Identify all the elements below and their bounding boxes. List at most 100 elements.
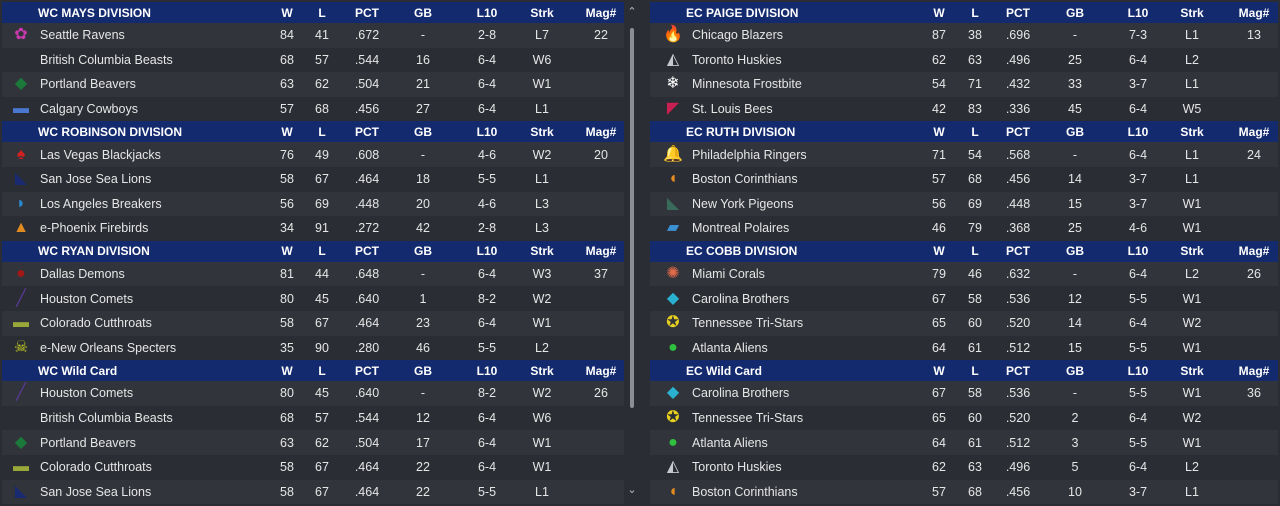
team-name[interactable]: Tennessee Tri-Stars <box>692 316 804 331</box>
team-row[interactable]: ◤ St. Louis Bees 42 83 .336 45 6-4 W5 <box>650 97 1278 122</box>
team-name[interactable]: Atlanta Aliens <box>692 435 768 450</box>
team-name[interactable]: San Jose Sea Lions <box>40 172 152 187</box>
team-row[interactable]: ◭ Toronto Huskies 62 63 .496 25 6-4 L2 <box>650 48 1278 73</box>
column-header-l10[interactable]: L10 <box>1127 124 1149 139</box>
team-row[interactable]: ◆ Carolina Brothers 67 58 .536 12 5-5 W1 <box>650 286 1278 311</box>
team-name[interactable]: Carolina Brothers <box>692 291 790 306</box>
team-name[interactable]: British Columbia Beasts <box>40 52 173 67</box>
column-header-l10[interactable]: L10 <box>476 244 498 259</box>
column-header-mag[interactable]: Mag# <box>1238 5 1270 20</box>
column-header-pct[interactable]: PCT <box>355 363 379 378</box>
team-row[interactable]: ◆ Portland Beavers 63 62 .504 17 6-4 W1 <box>2 430 624 455</box>
column-header-pct[interactable]: PCT <box>355 124 379 139</box>
team-row[interactable]: ◗ Los Angeles Breakers 56 69 .448 20 4-6 L3 <box>2 192 624 217</box>
column-header-strk[interactable]: Strk <box>530 363 554 378</box>
team-name[interactable]: Toronto Huskies <box>692 460 782 475</box>
team-name[interactable]: Toronto Huskies <box>692 52 782 67</box>
column-header-gb[interactable]: GB <box>1066 244 1084 259</box>
team-name[interactable]: St. Louis Bees <box>692 102 773 117</box>
team-name[interactable]: Colorado Cutthroats <box>40 460 152 475</box>
team-name[interactable]: British Columbia Beasts <box>40 411 173 426</box>
column-header-gb[interactable]: GB <box>1066 5 1084 20</box>
column-header-w[interactable]: W <box>281 363 293 378</box>
column-header-mag[interactable]: Mag# <box>585 363 617 378</box>
column-header-l[interactable]: L <box>318 5 326 20</box>
column-header-w[interactable]: W <box>933 244 945 259</box>
team-row[interactable]: British Columbia Beasts 68 57 .544 16 6-4 W6 <box>2 48 624 73</box>
column-header-l[interactable]: L <box>971 363 979 378</box>
column-header-mag[interactable]: Mag# <box>585 124 617 139</box>
column-header-mag[interactable]: Mag# <box>1238 124 1270 139</box>
team-name[interactable]: Boston Corinthians <box>692 484 798 499</box>
team-name[interactable]: Los Angeles Breakers <box>40 196 162 211</box>
team-row[interactable]: 🔥 Chicago Blazers 87 38 .696 - 7-3 L1 13 <box>650 23 1278 48</box>
column-header-gb[interactable]: GB <box>414 363 432 378</box>
column-header-l[interactable]: L <box>971 5 979 20</box>
column-header-gb[interactable]: GB <box>414 5 432 20</box>
team-name[interactable]: Seattle Ravens <box>40 28 125 43</box>
team-name[interactable]: San Jose Sea Lions <box>40 484 152 499</box>
team-name[interactable]: Las Vegas Blackjacks <box>40 147 161 162</box>
column-header-w[interactable]: W <box>281 5 293 20</box>
column-header-gb[interactable]: GB <box>414 244 432 259</box>
team-name[interactable]: e-Phoenix Firebirds <box>40 221 149 236</box>
team-name[interactable]: Miami Corals <box>692 267 765 282</box>
team-name[interactable]: New York Pigeons <box>692 196 794 211</box>
column-header-pct[interactable]: PCT <box>1006 244 1030 259</box>
team-name[interactable]: Houston Comets <box>40 386 134 401</box>
column-header-l10[interactable]: L10 <box>476 124 498 139</box>
column-header-strk[interactable]: Strk <box>530 5 554 20</box>
team-row[interactable]: 🔔 Philadelphia Ringers 71 54 .568 - 6-4 L1 24 <box>650 142 1278 167</box>
team-row[interactable]: ♠ Las Vegas Blackjacks 76 49 .608 - 4-6 W2 20 <box>2 142 624 167</box>
team-name[interactable]: Atlanta Aliens <box>692 340 768 355</box>
column-header-strk[interactable]: Strk <box>530 124 554 139</box>
team-row[interactable]: ● Atlanta Aliens 64 61 .512 15 5-5 W1 <box>650 336 1278 361</box>
column-header-l[interactable]: L <box>318 363 326 378</box>
scroll-down-icon[interactable]: ⌄ <box>627 484 637 496</box>
column-header-pct[interactable]: PCT <box>355 5 379 20</box>
team-row[interactable]: ◖ Boston Corinthians 57 68 .456 10 3-7 L1 <box>650 480 1278 505</box>
column-header-mag[interactable]: Mag# <box>585 244 617 259</box>
column-header-strk[interactable]: Strk <box>1180 244 1204 259</box>
team-row[interactable]: ▰ Montreal Polaires 46 79 .368 25 4-6 W1 <box>650 216 1278 241</box>
column-header-gb[interactable]: GB <box>1066 363 1084 378</box>
team-name[interactable]: Boston Corinthians <box>692 172 798 187</box>
team-row[interactable]: ╱ Houston Comets 80 45 .640 1 8-2 W2 <box>2 286 624 311</box>
team-row[interactable]: ◣ San Jose Sea Lions 58 67 .464 22 5-5 L1 <box>2 480 624 505</box>
team-name[interactable]: Portland Beavers <box>40 77 136 92</box>
team-row[interactable]: ▬ Colorado Cutthroats 58 67 .464 22 6-4 W1 <box>2 455 624 480</box>
team-row[interactable]: ● Atlanta Aliens 64 61 .512 3 5-5 W1 <box>650 430 1278 455</box>
team-row[interactable]: ◆ Carolina Brothers 67 58 .536 - 5-5 W1 36 <box>650 381 1278 406</box>
column-header-w[interactable]: W <box>281 124 293 139</box>
team-row[interactable]: ◭ Toronto Huskies 62 63 .496 5 6-4 L2 <box>650 455 1278 480</box>
column-header-strk[interactable]: Strk <box>1180 5 1204 20</box>
column-header-l[interactable]: L <box>971 124 979 139</box>
team-name[interactable]: Philadelphia Ringers <box>692 147 807 162</box>
column-header-pct[interactable]: PCT <box>1006 124 1030 139</box>
team-name[interactable]: Colorado Cutthroats <box>40 316 152 331</box>
column-header-w[interactable]: W <box>281 244 293 259</box>
column-header-pct[interactable]: PCT <box>355 244 379 259</box>
column-header-strk[interactable]: Strk <box>1180 363 1204 378</box>
scroll-thumb[interactable] <box>630 28 634 408</box>
column-header-mag[interactable]: Mag# <box>585 5 617 20</box>
team-row[interactable]: ◣ New York Pigeons 56 69 .448 15 3-7 W1 <box>650 192 1278 217</box>
column-header-w[interactable]: W <box>933 363 945 378</box>
column-header-gb[interactable]: GB <box>1066 124 1084 139</box>
column-header-l10[interactable]: L10 <box>1127 5 1149 20</box>
team-name[interactable]: Montreal Polaires <box>692 221 790 236</box>
team-row[interactable]: ✺ Miami Corals 79 46 .632 - 6-4 L2 26 <box>650 262 1278 287</box>
team-row[interactable]: ❄ Minnesota Frostbite 54 71 .432 33 3-7 L1 <box>650 72 1278 97</box>
column-header-strk[interactable]: Strk <box>530 244 554 259</box>
team-name[interactable]: Minnesota Frostbite <box>692 77 802 92</box>
column-header-l10[interactable]: L10 <box>1127 244 1149 259</box>
column-header-mag[interactable]: Mag# <box>1238 363 1270 378</box>
team-name[interactable]: Carolina Brothers <box>692 386 790 401</box>
team-name[interactable]: Houston Comets <box>40 291 134 306</box>
column-header-w[interactable]: W <box>933 5 945 20</box>
team-name[interactable]: Portland Beavers <box>40 435 136 450</box>
column-header-l[interactable]: L <box>971 244 979 259</box>
team-row[interactable]: ▬ Calgary Cowboys 57 68 .456 27 6-4 L1 <box>2 97 624 122</box>
team-row[interactable]: ✿ Seattle Ravens 84 41 .672 - 2-8 L7 22 <box>2 23 624 48</box>
team-name[interactable]: Calgary Cowboys <box>40 102 138 117</box>
